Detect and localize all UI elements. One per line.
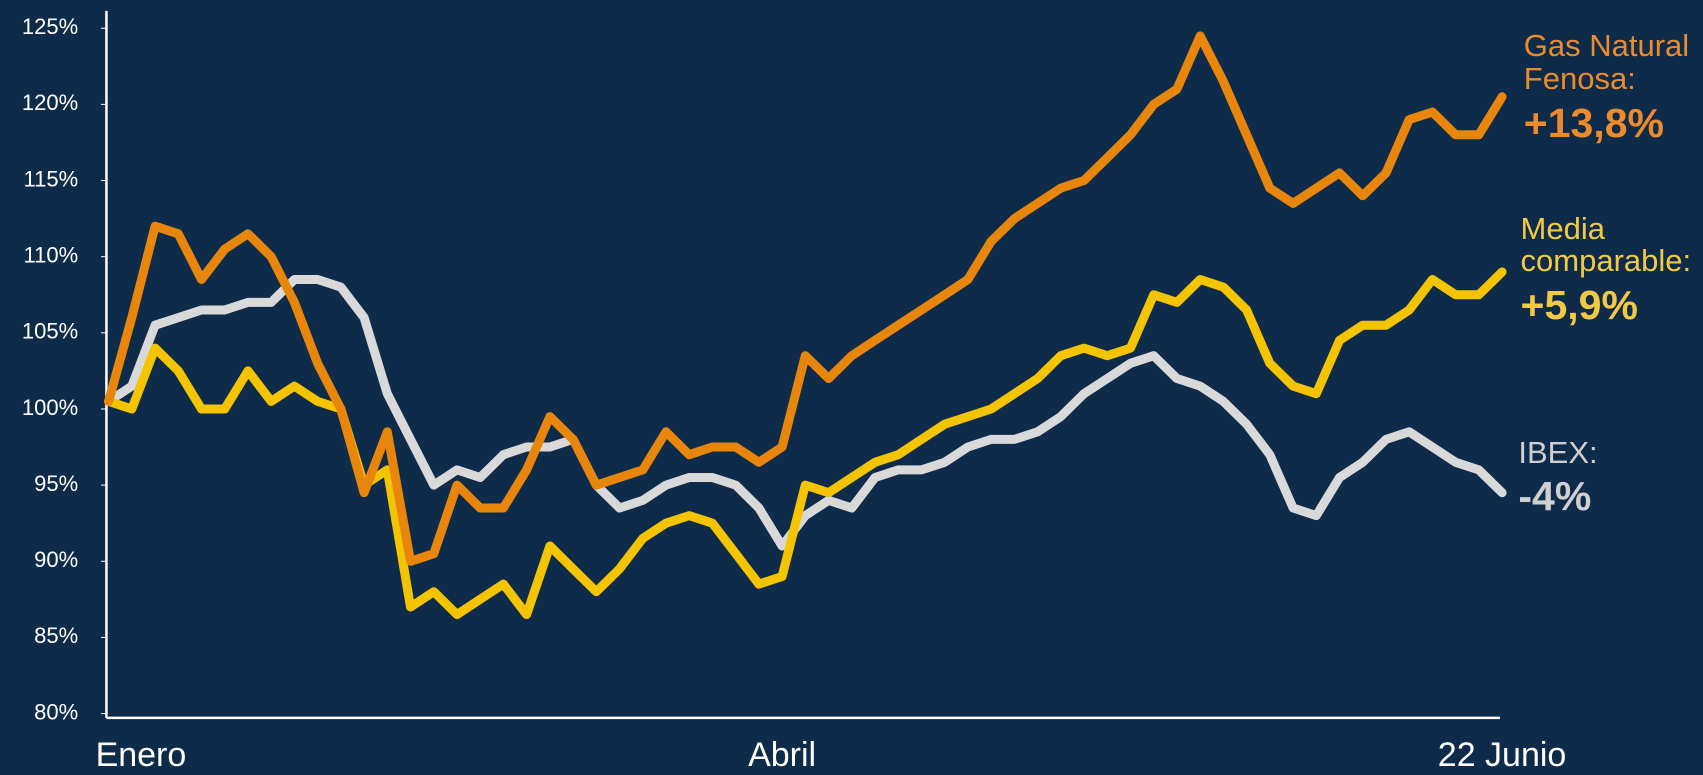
series-label: Media comparable: +5,9% [1520, 210, 1703, 328]
y-tick-label: 85% [34, 623, 78, 648]
change-label: -4% [1518, 473, 1592, 520]
change-label: +13,8% [1523, 99, 1664, 146]
x-tick-label: Abril [748, 736, 816, 774]
legend-entry: Media comparable: [1520, 210, 1692, 279]
y-tick-label: 115% [24, 166, 79, 191]
y-tick-label: 95% [34, 471, 78, 496]
y-tick-label: 110% [24, 242, 79, 267]
series-line [104, 267, 1507, 620]
y-tick-label: 105% [22, 319, 78, 344]
y-tick-label: 100% [22, 395, 78, 420]
y-tick-label: 120% [22, 90, 78, 115]
legend-entry: IBEX: [1518, 434, 1598, 470]
series-label: Gas Natural Fenosa: +13,8% [1524, 30, 1699, 144]
x-tick-label: Enero [96, 736, 187, 774]
series-label: IBEX: -4% [1518, 434, 1703, 520]
x-tick-label: 22 Junio [1438, 736, 1567, 774]
y-tick-label: 90% [34, 547, 78, 572]
series-line [104, 275, 1507, 551]
series-line [104, 31, 1507, 566]
y-tick-label: 80% [34, 699, 78, 724]
y-tick-label: 125% [22, 14, 78, 39]
legend-entry: Gas Natural Fenosa: [1523, 28, 1690, 96]
change-label: +5,9% [1520, 281, 1638, 328]
